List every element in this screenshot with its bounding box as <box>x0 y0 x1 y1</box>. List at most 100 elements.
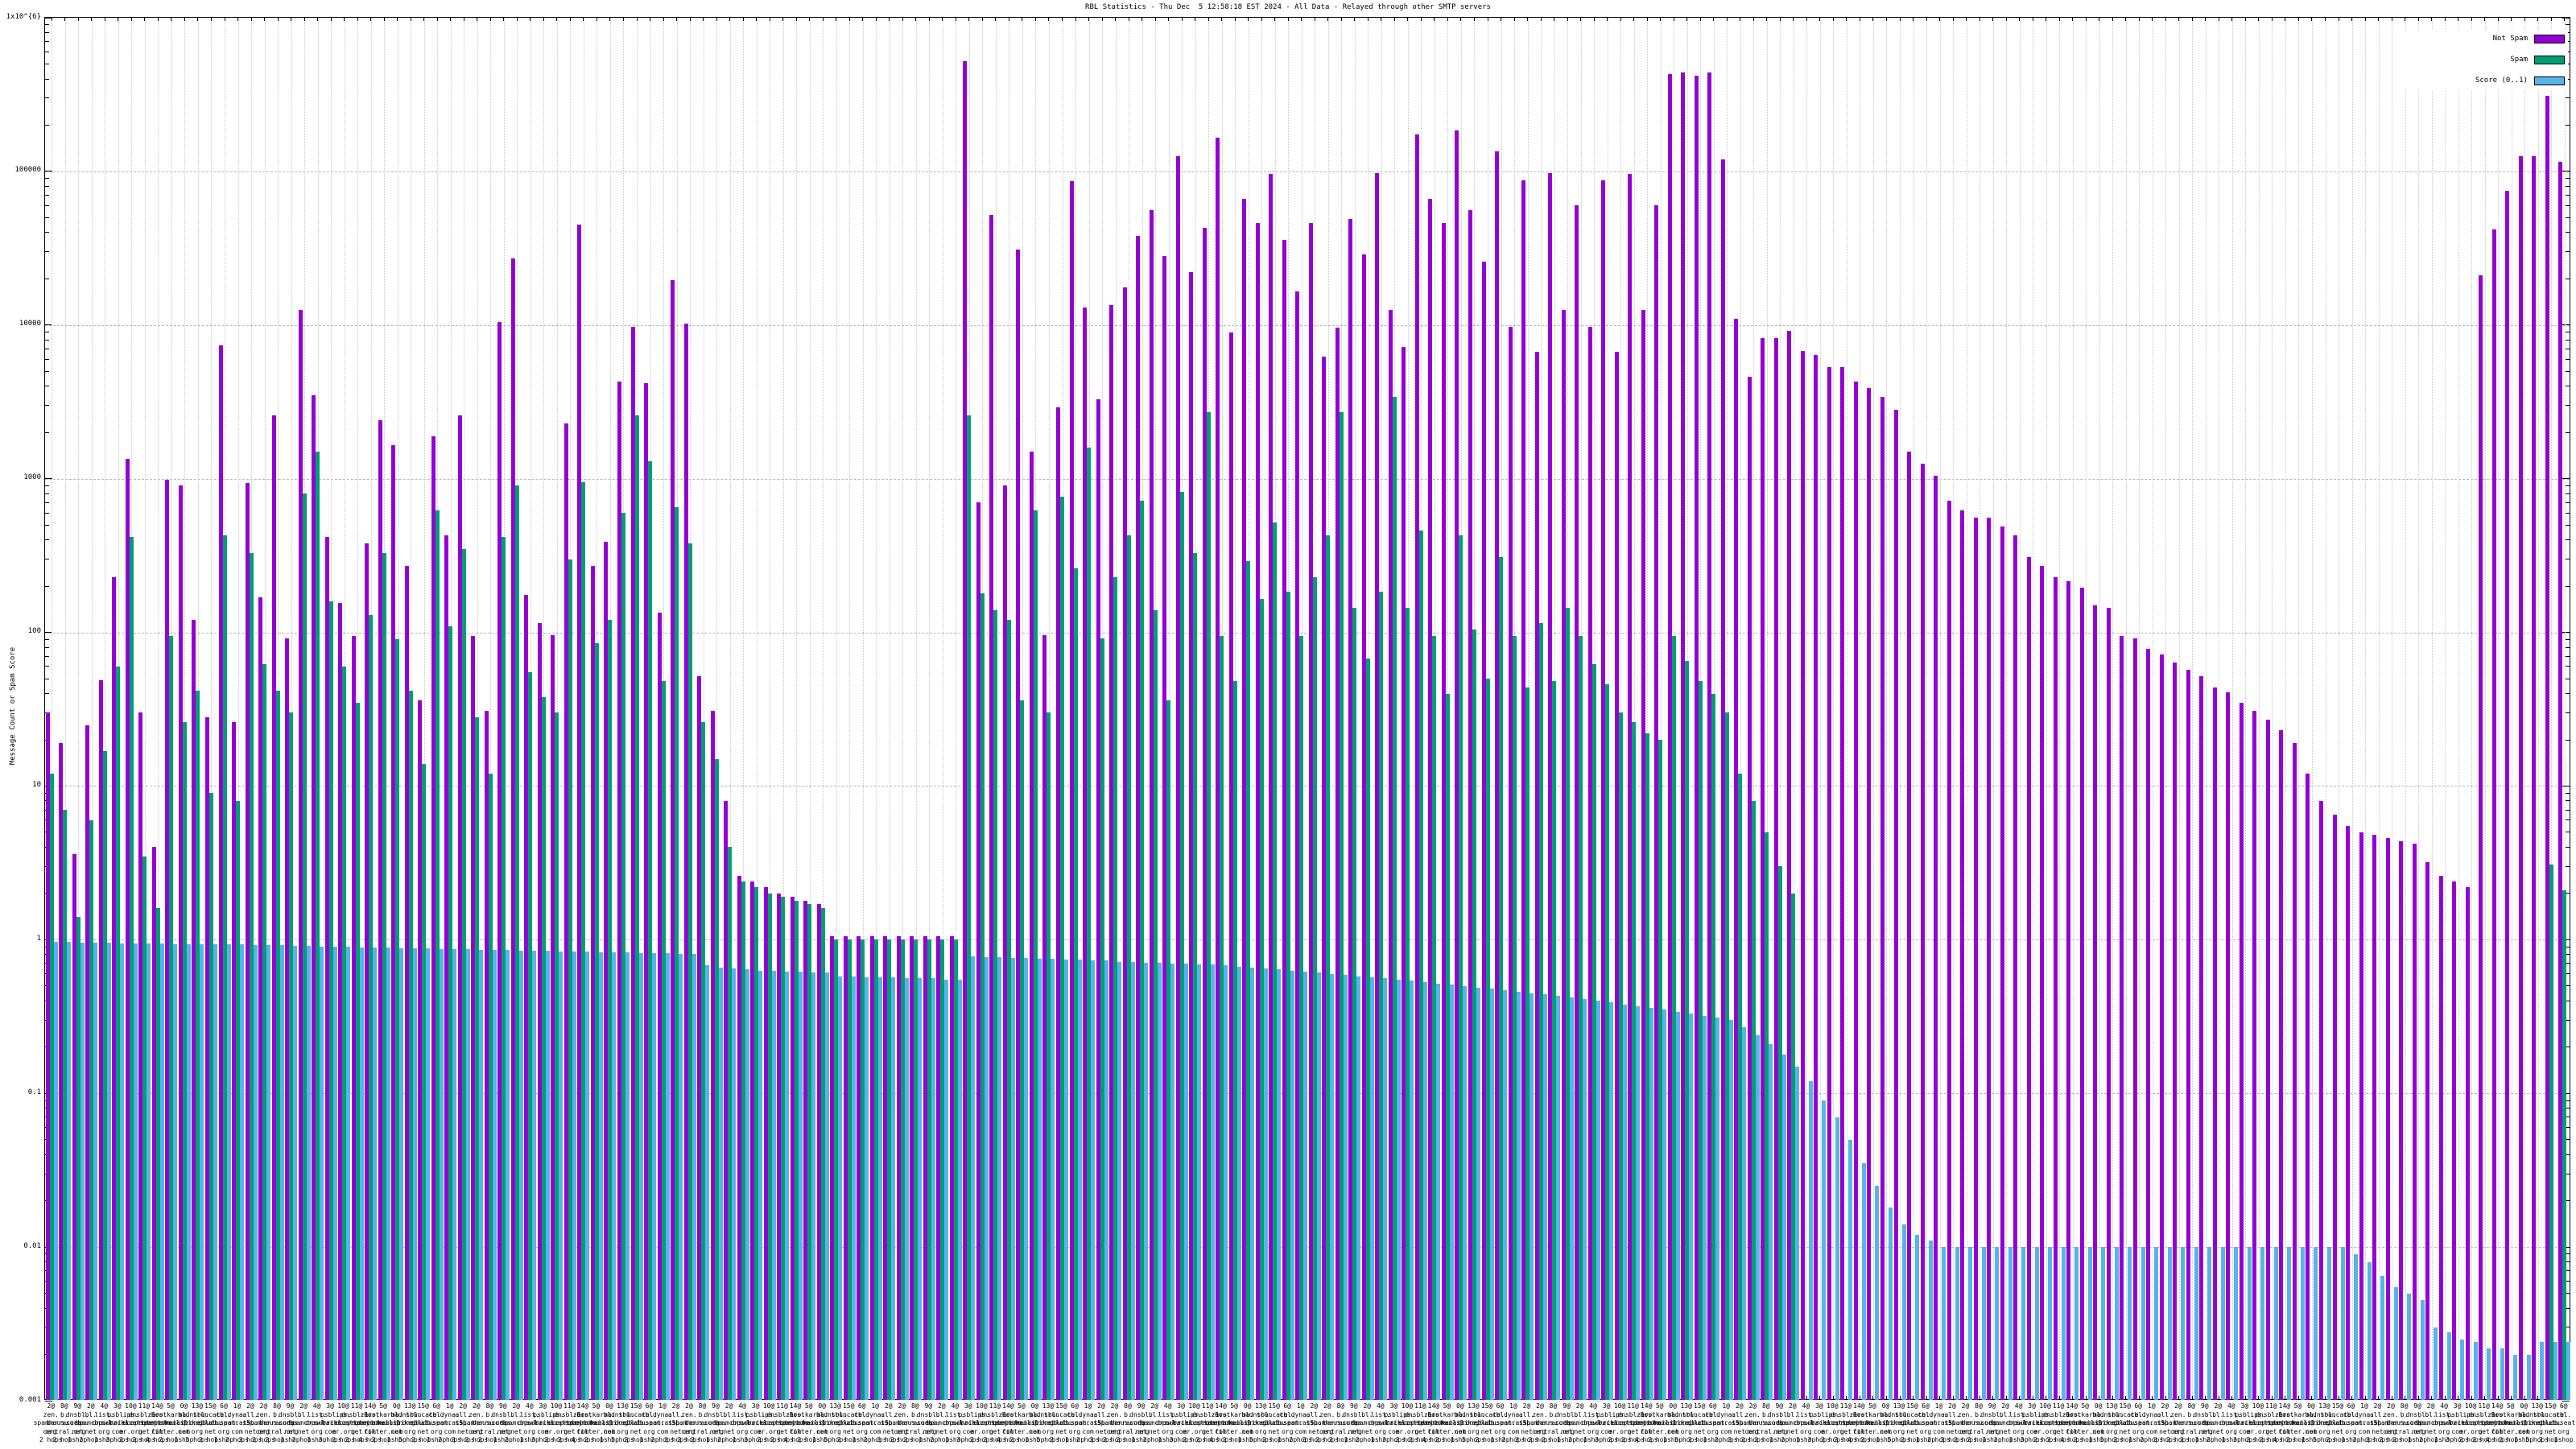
bar-score <box>1383 978 1388 1400</box>
axis-tick <box>2566 502 2570 503</box>
axis-tick <box>1726 18 1728 21</box>
x-gridline <box>2086 18 2087 1399</box>
bar-spam <box>993 609 998 1400</box>
axis-tick <box>2431 1396 2433 1399</box>
x-gridline <box>2192 18 2194 1399</box>
bar-not-spam <box>1534 352 1539 1400</box>
bar-not-spam <box>577 225 582 1400</box>
x-tick-label: 11@ dnsbl-1. uceprotect. net 2 hops <box>2462 1402 2506 1443</box>
bar-not-spam <box>1402 347 1406 1400</box>
bar-score <box>811 972 816 1400</box>
bar-score <box>1942 1247 1946 1400</box>
bar-not-spam <box>1893 410 1898 1400</box>
x-tick-label: 2@ bl. spamcop. net 2 hops <box>1989 1402 2021 1443</box>
x-tick-label: 5@ hostkarma. junkemail filter.com 2 hop… <box>364 1402 403 1443</box>
bar-score <box>253 945 258 1400</box>
bar-not-spam <box>657 612 662 1400</box>
x-gridline <box>1660 18 1662 1399</box>
bar-score <box>200 943 204 1400</box>
y-tick-label: 1000 <box>23 473 41 482</box>
bar-score <box>598 952 603 1400</box>
x-gridline <box>729 18 731 1399</box>
x-tick-label: 13@ dnsbl. dronebl. org 5 hops <box>607 1402 638 1443</box>
axis-tick <box>942 18 943 21</box>
x-tick-label: 2@ all. s5h. net 3 hops <box>1728 1402 1752 1443</box>
x-tick-label: 14@ zero. spamrats. com 4 hops <box>1203 1402 1239 1443</box>
axis-tick <box>45 666 49 667</box>
bar-not-spam <box>1228 332 1233 1400</box>
bar-spam <box>714 758 719 1400</box>
axis-tick <box>1832 18 1834 21</box>
x-gridline <box>2311 18 2313 1399</box>
bar-score <box>1835 1117 1839 1400</box>
axis-tick <box>1168 18 1170 21</box>
axis-tick <box>1034 18 1036 21</box>
bar-spam <box>1591 664 1596 1400</box>
bar-not-spam <box>178 485 183 1400</box>
axis-tick <box>516 18 518 21</box>
bar-score <box>226 944 231 1400</box>
bar-not-spam <box>2292 743 2297 1400</box>
bar-spam <box>1738 774 1743 1400</box>
axis-tick <box>383 18 385 21</box>
x-tick-label: 8@ b. barracuda central.org 2 hops <box>1744 1402 1788 1443</box>
bar-not-spam <box>896 936 901 1400</box>
x-tick-label: 6@ cbl. abuseat. org 1 hop <box>2548 1402 2576 1443</box>
bar-not-spam <box>2239 702 2244 1400</box>
axis-tick <box>2566 800 2570 802</box>
bar-not-spam <box>1761 338 1765 1400</box>
bar-score <box>824 972 829 1400</box>
x-gridline <box>902 18 904 1399</box>
bar-not-spam <box>910 936 914 1400</box>
x-gridline <box>1886 18 1888 1399</box>
bar-not-spam <box>1202 227 1207 1400</box>
bar-not-spam <box>471 635 476 1400</box>
axis-tick <box>503 18 505 21</box>
axis-tick <box>716 18 717 21</box>
x-gridline <box>796 18 798 1399</box>
bar-not-spam <box>1189 272 1194 1400</box>
axis-tick <box>2005 1396 2007 1399</box>
x-tick-label: 8@ b. barracuda central.org 2 hops <box>894 1402 937 1443</box>
bar-not-spam <box>2412 844 2417 1400</box>
bar-spam <box>116 666 121 1400</box>
bar-not-spam <box>1322 357 1327 1400</box>
axis-tick <box>2231 18 2233 21</box>
x-tick-label: 10@ ips. backscatter er.org 2 hops <box>109 1402 152 1443</box>
legend-label-spam: Spam <box>2510 56 2528 64</box>
axis-tick <box>2112 1396 2113 1399</box>
bar-not-spam <box>1654 205 1659 1400</box>
x-tick-label: 2@ all. s5h. net 3 hops <box>1515 1402 1538 1443</box>
x-tick-label: 14@ zero. spamrats. com 4 hops <box>565 1402 601 1443</box>
bar-score <box>93 942 98 1400</box>
axis-tick <box>2205 1396 2207 1399</box>
bar-not-spam <box>524 595 529 1400</box>
bar-spam <box>129 536 134 1400</box>
bar-score <box>2314 1247 2318 1400</box>
bar-not-spam <box>737 876 741 1400</box>
bar-score <box>1210 964 1215 1400</box>
bar-score <box>705 965 709 1400</box>
x-tick-label: 8@ b. barracuda central.org 2 hops <box>1532 1402 1575 1443</box>
bar-score <box>625 952 630 1400</box>
axis-tick <box>2566 666 2570 667</box>
axis-tick <box>2271 18 2273 21</box>
bar-spam <box>1113 576 1117 1400</box>
bar-spam <box>728 847 733 1400</box>
bar-not-spam <box>2372 835 2376 1400</box>
axis-tick <box>1248 18 1249 21</box>
bar-score <box>2140 1247 2145 1400</box>
bar-score <box>1530 993 1534 1400</box>
bar-score <box>2420 1300 2425 1400</box>
x-tick-label: 3@ psbl. surriel. com 3 hops <box>1803 1402 1835 1443</box>
x-tick-label: 9@ dnsbl. sorbs. net 1 hop <box>279 1402 302 1443</box>
x-gridline <box>2418 18 2420 1399</box>
bar-not-spam <box>1109 304 1113 1400</box>
bar-not-spam <box>497 321 502 1400</box>
axis-tick <box>609 18 611 21</box>
bar-score <box>1330 973 1335 1400</box>
bar-spam <box>661 681 666 1400</box>
bar-score <box>1556 996 1560 1400</box>
axis-tick <box>569 18 571 21</box>
x-gridline <box>2205 18 2207 1399</box>
